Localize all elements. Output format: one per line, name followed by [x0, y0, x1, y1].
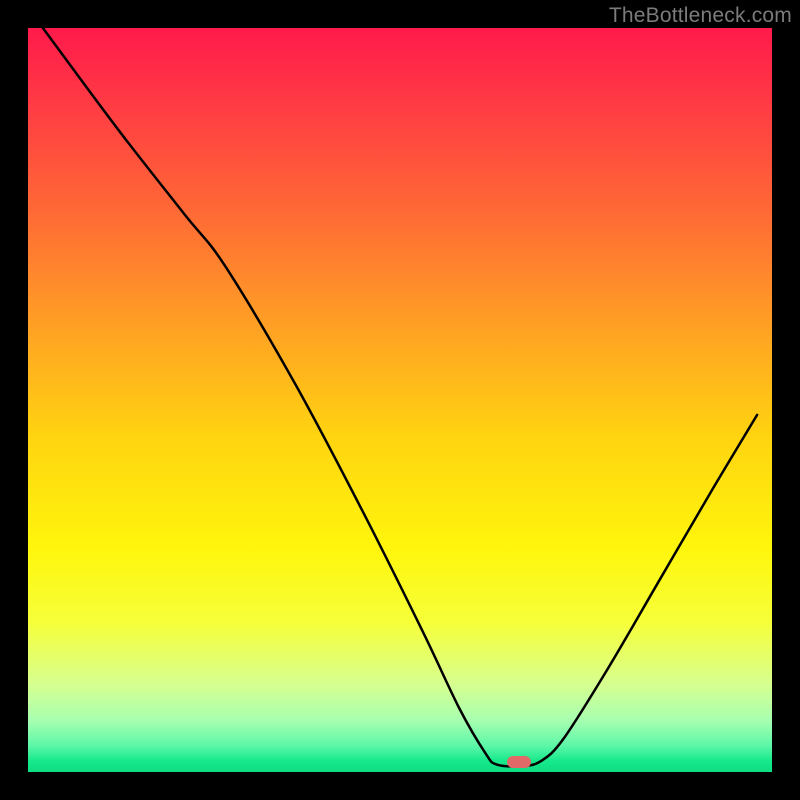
- bottleneck-curve: [28, 28, 772, 772]
- frame-border-left: [0, 0, 28, 800]
- frame-border-bottom: [0, 772, 800, 800]
- watermark-text: TheBottleneck.com: [609, 4, 792, 28]
- plot-area: [28, 28, 772, 772]
- frame-border-right: [772, 0, 800, 800]
- chart-canvas: TheBottleneck.com: [0, 0, 800, 800]
- optimum-marker: [507, 756, 531, 768]
